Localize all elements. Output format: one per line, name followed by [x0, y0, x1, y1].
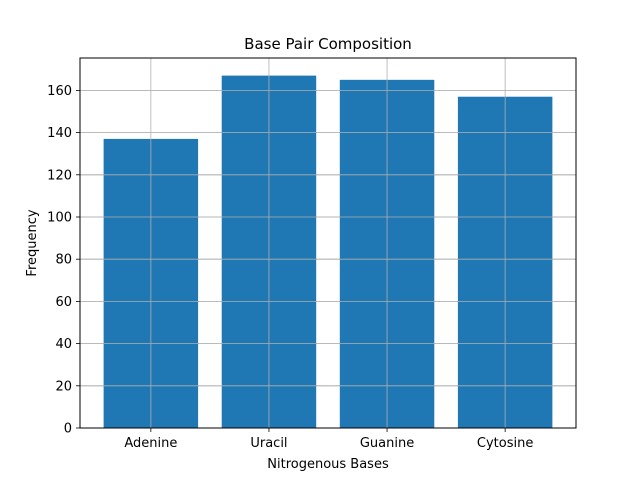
y-tick-label: 120	[47, 168, 72, 183]
y-tick-label: 60	[55, 295, 72, 310]
bars	[80, 58, 576, 429]
y-tick-label: 100	[47, 210, 72, 225]
x-tick-label: Guanine	[360, 436, 414, 451]
y-tick-label: 140	[47, 126, 72, 141]
x-axis-label: Nitrogenous Bases	[267, 457, 389, 472]
y-tick-label: 80	[55, 253, 72, 268]
chart-title: Base Pair Composition	[244, 35, 412, 53]
x-tick-label: Uracil	[250, 436, 287, 451]
y-tick-label: 160	[47, 84, 72, 99]
y-tick-label: 20	[55, 379, 72, 394]
x-tick-label: Cytosine	[477, 436, 533, 451]
x-tick-label: Adenine	[124, 436, 177, 451]
plot-area-frame	[79, 57, 577, 429]
x-axis-ticks: Adenine Uracil Guanine Cytosine	[124, 428, 533, 451]
y-tick-label: 0	[64, 422, 72, 437]
y-axis-ticks: 0 20 40 60 80 100 120 140 160	[47, 84, 80, 437]
y-tick-label: 40	[55, 337, 72, 352]
y-axis-label: Frequency	[25, 209, 40, 276]
